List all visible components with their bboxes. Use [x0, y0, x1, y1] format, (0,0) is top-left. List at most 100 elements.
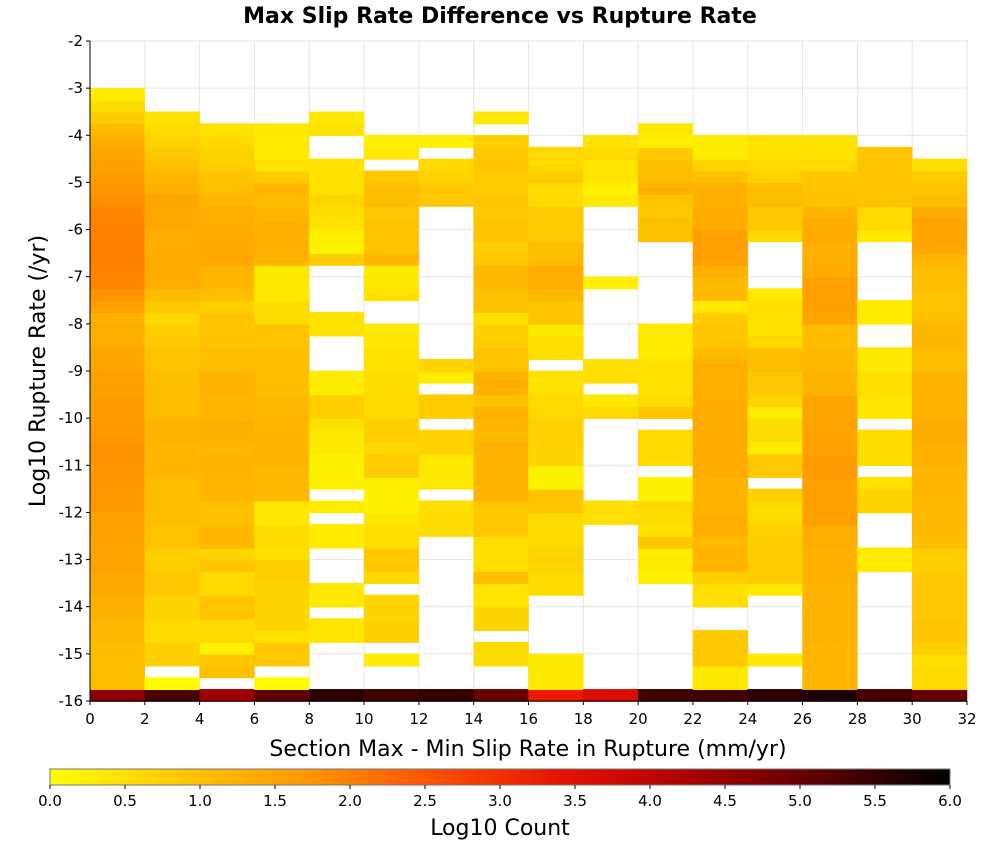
heatmap-cell — [473, 524, 529, 537]
heatmap-cell — [89, 123, 146, 137]
heatmap-cell — [254, 359, 310, 372]
heatmap-cell — [692, 158, 748, 172]
heatmap-cell — [802, 288, 858, 302]
heatmap-cell — [528, 229, 584, 243]
heatmap-cell — [802, 571, 858, 584]
heatmap-cells — [89, 87, 968, 702]
heatmap-cell — [692, 677, 748, 691]
heatmap-cell — [473, 252, 529, 266]
heatmap-cell — [802, 323, 858, 337]
heatmap-cell — [254, 512, 310, 526]
heatmap-cell — [89, 146, 146, 160]
heatmap-cell — [692, 323, 748, 337]
heatmap-cell — [857, 217, 913, 231]
heatmap-cell — [199, 323, 255, 337]
heatmap-cell — [637, 170, 694, 184]
heatmap-cell — [528, 264, 584, 278]
heatmap-cell — [637, 205, 694, 219]
heatmap-cell — [473, 229, 529, 243]
heatmap-cell — [418, 370, 474, 384]
heatmap-cell — [363, 229, 420, 243]
heatmap-cell — [199, 182, 255, 196]
heatmap-cell — [911, 394, 968, 408]
x-tick-label: 4 — [195, 710, 205, 728]
heatmap-cell — [857, 394, 913, 408]
y-tick-label: -7 — [68, 268, 83, 286]
heatmap-cell — [802, 241, 858, 254]
heatmap-cell — [199, 453, 255, 467]
heatmap-cell — [528, 394, 584, 408]
heatmap-cell — [528, 465, 584, 478]
heatmap-cell — [637, 335, 694, 349]
heatmap-cell — [857, 476, 913, 490]
heatmap-cell — [692, 594, 748, 608]
heatmap-cell — [911, 524, 968, 537]
heatmap-cell — [418, 512, 474, 526]
colorbar-tick-label: 2.5 — [413, 792, 437, 810]
heatmap-cell — [857, 370, 913, 384]
heatmap-cell — [144, 146, 200, 160]
heatmap-cell — [199, 630, 255, 643]
heatmap-cell — [692, 500, 748, 514]
heatmap-cell — [802, 665, 858, 679]
heatmap-cell — [418, 359, 474, 372]
heatmap-cell — [583, 500, 639, 514]
heatmap-cell — [363, 146, 420, 160]
heatmap-cell — [89, 111, 146, 125]
heatmap-cell — [254, 582, 310, 596]
heatmap-cell — [89, 571, 146, 584]
heatmap-cell — [473, 276, 529, 290]
heatmap-cell — [583, 135, 639, 148]
heatmap-cell — [144, 252, 200, 266]
heatmap-cell — [637, 194, 694, 207]
heatmap-cell — [637, 547, 694, 561]
heatmap-cell — [363, 594, 420, 608]
heatmap-cell — [802, 417, 858, 431]
heatmap-cell — [528, 311, 584, 325]
heatmap-cell — [637, 217, 694, 231]
heatmap-cell — [637, 394, 694, 408]
heatmap-cell — [528, 677, 584, 691]
heatmap-cell — [418, 170, 474, 184]
heatmap-cell — [911, 429, 968, 443]
heatmap-cell — [309, 241, 365, 254]
heatmap-cell — [418, 453, 474, 467]
x-tick-label: 12 — [409, 710, 428, 728]
heatmap-cell — [473, 641, 529, 655]
heatmap-cell — [857, 382, 913, 396]
heatmap-cell — [89, 653, 146, 667]
heatmap-cell — [473, 476, 529, 490]
heatmap-cell — [144, 359, 200, 372]
heatmap-cell — [692, 276, 748, 290]
heatmap-cell — [528, 488, 584, 502]
heatmap-cell — [802, 335, 858, 349]
x-tick-label: 24 — [738, 710, 757, 728]
heatmap-cell — [637, 488, 694, 502]
heatmap-cell — [857, 406, 913, 419]
heatmap-cell — [528, 441, 584, 455]
heatmap-cell — [144, 571, 200, 584]
heatmap-cell — [309, 594, 365, 608]
heatmap-cell — [254, 288, 310, 302]
heatmap-cell — [89, 524, 146, 537]
heatmap-cell — [692, 641, 748, 655]
heatmap-cell — [363, 194, 420, 207]
heatmap-cell — [199, 311, 255, 325]
heatmap-cell — [254, 547, 310, 561]
heatmap-cell — [89, 135, 146, 148]
heatmap-cell — [199, 288, 255, 302]
heatmap-cell — [144, 241, 200, 254]
heatmap-cell — [199, 559, 255, 573]
heatmap-cell — [89, 465, 146, 478]
heatmap-cell — [802, 606, 858, 620]
heatmap-cell — [473, 429, 529, 443]
heatmap-cell — [802, 512, 858, 526]
heatmap-cell — [309, 406, 365, 419]
heatmap-cell — [89, 252, 146, 266]
y-tick-label: -16 — [59, 692, 84, 710]
x-tick-label: 22 — [683, 710, 702, 728]
heatmap-cell — [254, 241, 310, 254]
heatmap-cell — [89, 630, 146, 643]
heatmap-cell — [802, 146, 858, 160]
heatmap-cell — [363, 347, 420, 361]
